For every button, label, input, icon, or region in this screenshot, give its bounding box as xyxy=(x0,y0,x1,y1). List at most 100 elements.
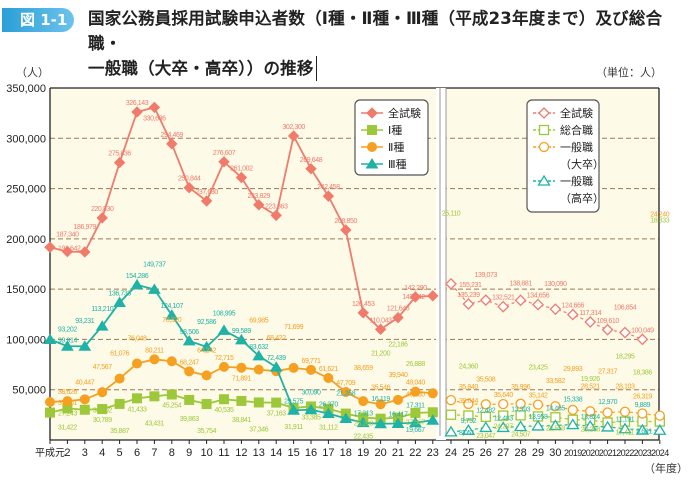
data-point-type3 xyxy=(78,340,92,351)
data-label-type2: 35,142 xyxy=(528,393,548,400)
data-label-type2: 78,320 xyxy=(162,317,182,324)
data-label-type1: 31,911 xyxy=(284,424,303,431)
data-label-total: 130,090 xyxy=(544,281,567,288)
data-label-type2: 61,076 xyxy=(110,351,130,358)
data-label-type3: 13,958 xyxy=(528,414,548,421)
data-point-type3 xyxy=(61,340,74,351)
data-label-total: 275,836 xyxy=(108,151,131,158)
x-tick-label: 27 xyxy=(497,447,509,459)
data-point-total xyxy=(479,294,492,307)
data-point-type2 xyxy=(358,396,369,407)
data-point-type1 xyxy=(219,394,229,405)
data-label-total: 302,300 xyxy=(282,124,305,131)
data-label-type1: 23,425 xyxy=(528,364,548,371)
data-point-type3 xyxy=(200,340,213,352)
legend-marker-type1 xyxy=(538,124,550,136)
x-tick-label: 23 xyxy=(427,447,439,459)
legend-marker-type2 xyxy=(367,142,377,152)
data-label-total: 134,656 xyxy=(527,293,550,300)
data-point-total xyxy=(200,195,213,207)
data-point-type3 xyxy=(426,414,440,425)
data-point-type3 xyxy=(113,296,126,307)
data-point-type2 xyxy=(393,394,403,405)
data-label-type1: 26,268 xyxy=(354,421,374,428)
data-label-type1: 39,863 xyxy=(180,416,200,423)
data-label-type3: 83,632 xyxy=(249,344,269,351)
data-point-type2 xyxy=(445,394,457,406)
data-label-total: 223,363 xyxy=(265,203,288,210)
data-point-type2 xyxy=(219,361,229,372)
chart-title: 国家公務員採用試験申込者数（Ⅰ種・Ⅱ種・Ⅲ種（平成23年度まで）及び総合職・ 一… xyxy=(88,6,688,81)
y-tick-label: 350,000 xyxy=(6,83,46,95)
data-label-total: 124,666 xyxy=(562,303,585,310)
data-label-type2: 27,317 xyxy=(598,369,618,376)
y-tick-label: 100,000 xyxy=(6,334,46,346)
data-label-type1: 21,200 xyxy=(371,351,391,358)
data-point-type2 xyxy=(410,386,421,397)
x-axis-unit: （年度） xyxy=(644,462,688,475)
data-label-total: 250,844 xyxy=(178,176,201,183)
data-label-type3: 8,051 xyxy=(459,430,475,437)
data-point-type3 xyxy=(635,423,650,435)
x-tick-label: 13 xyxy=(253,447,265,459)
data-point-type3 xyxy=(252,349,266,361)
data-label-type2: 35,996 xyxy=(511,384,531,391)
data-point-type1 xyxy=(445,409,457,420)
data-point-total xyxy=(497,300,510,313)
data-point-type1 xyxy=(515,410,526,421)
data-label-type3: 26,370 xyxy=(319,401,339,408)
data-label-total: 117,314 xyxy=(579,310,601,317)
data-point-total xyxy=(619,326,631,339)
data-label-total: 106,854 xyxy=(614,305,637,312)
data-point-type2 xyxy=(498,399,509,410)
data-point-type2 xyxy=(306,364,316,375)
data-point-total xyxy=(183,182,195,194)
data-point-type2 xyxy=(602,407,613,418)
data-point-type2 xyxy=(654,410,665,421)
data-point-type3 xyxy=(182,334,196,346)
data-point-total xyxy=(235,171,248,184)
data-label-type1: 20,208 xyxy=(581,427,601,434)
data-label-type2: 47,567 xyxy=(93,364,113,371)
data-point-type3 xyxy=(322,407,335,418)
data-label-type1: 27,567 xyxy=(406,419,426,426)
data-point-type2 xyxy=(288,362,299,373)
data-label-type3: 9,889 xyxy=(635,402,651,409)
data-label-type2: 35,508 xyxy=(476,376,496,383)
x-tick-label: 30 xyxy=(549,447,561,459)
x-tick-label: 14 xyxy=(270,447,282,459)
data-label-type1: 17,411 xyxy=(616,429,635,436)
data-point-type3 xyxy=(165,309,179,320)
x-tick-label: 7 xyxy=(151,447,157,459)
data-point-type2 xyxy=(236,362,247,373)
data-point-type3 xyxy=(130,278,144,290)
data-label-type1: 38,841 xyxy=(232,417,252,424)
data-point-type2 xyxy=(532,399,544,410)
data-label-type2: 69,771 xyxy=(301,358,321,365)
data-point-total xyxy=(131,106,143,118)
data-label-type3: 149,737 xyxy=(143,261,166,268)
data-label-type2: 39,940 xyxy=(388,372,408,379)
data-point-type3 xyxy=(304,403,318,415)
data-point-type2 xyxy=(427,388,438,399)
x-tick-label: 9 xyxy=(186,447,192,459)
legend-marker-type2 xyxy=(538,141,550,153)
data-point-type3 xyxy=(618,422,632,434)
data-label-total: 294,469 xyxy=(161,132,184,139)
title-line-2: 一般職（大卒・高卒））の推移 xyxy=(88,56,317,81)
data-point-type3 xyxy=(95,320,109,331)
data-point-type3 xyxy=(461,423,476,435)
data-point-total xyxy=(636,333,649,346)
data-point-total xyxy=(61,245,74,258)
data-label-type2: 38,626 xyxy=(58,389,78,396)
data-label-type3: 154,286 xyxy=(126,273,149,280)
legend-marker-total xyxy=(538,107,550,119)
data-label-type3: 124,107 xyxy=(161,303,184,310)
legend-label-type2: Ⅱ種 xyxy=(388,140,404,154)
data-point-type1 xyxy=(132,393,142,404)
data-label-type1: 26,888 xyxy=(406,361,426,368)
legend-label-type1: Ⅰ種 xyxy=(388,123,402,137)
data-point-type1 xyxy=(410,407,421,418)
data-label-type3: 93,202 xyxy=(58,326,78,333)
